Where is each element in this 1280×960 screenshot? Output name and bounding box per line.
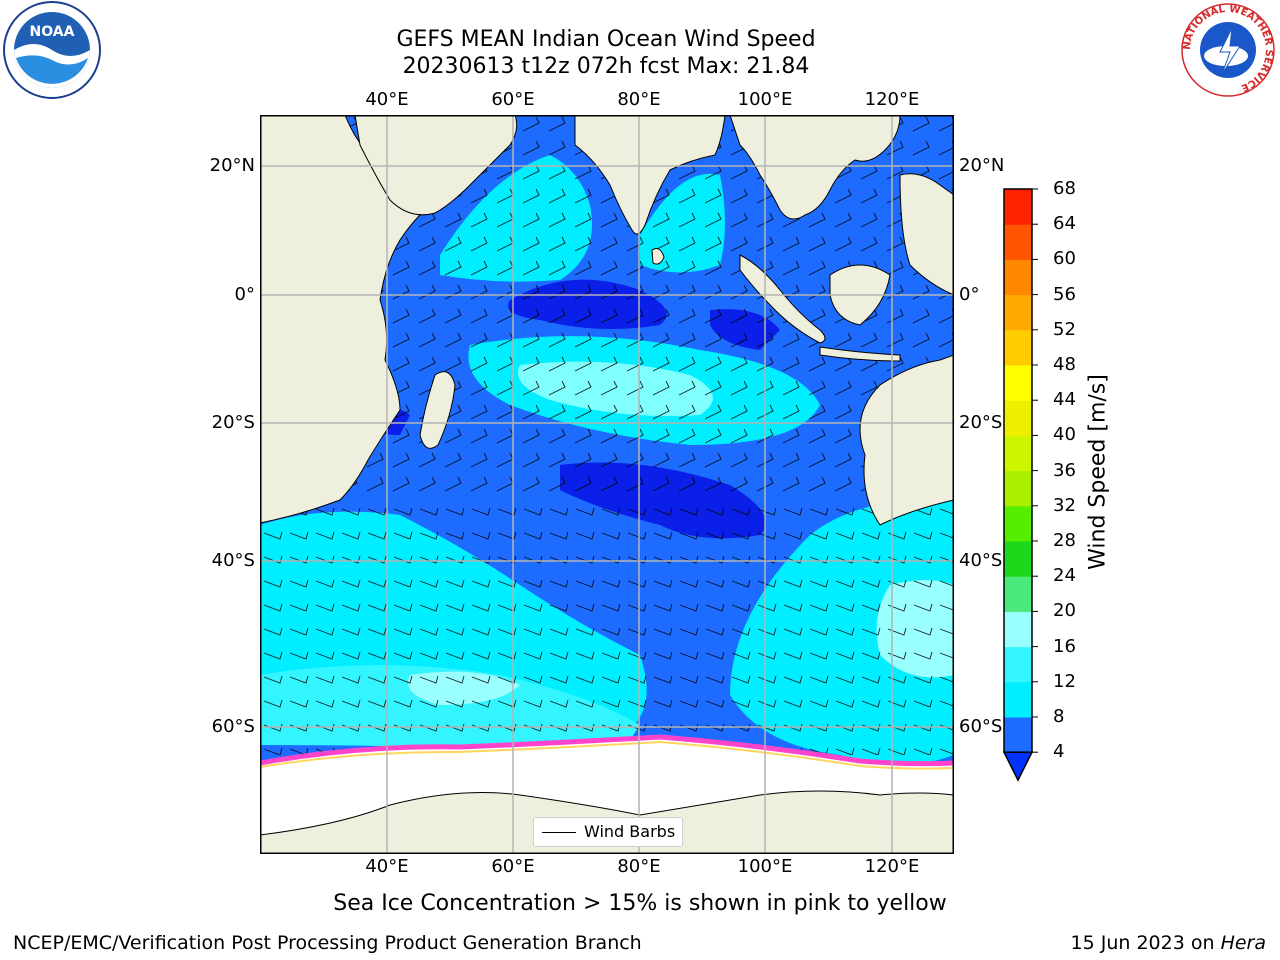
colorbar-extend-triangle <box>1002 751 1034 782</box>
right-tick-40s: 40°S <box>959 550 1003 571</box>
footer-date: 15 Jun 2023 on Hera <box>1071 932 1266 954</box>
left-tick-40s: 40°S <box>211 550 255 571</box>
footer-machine: Hera <box>1220 932 1266 954</box>
bottom-tick-100e: 100°E <box>737 856 793 877</box>
right-tick-0: 0° <box>959 284 980 305</box>
colorbar-tick-label: 52 <box>1053 318 1076 340</box>
colorbar-segment <box>1004 294 1032 331</box>
colorbar-tick-label: 36 <box>1053 459 1076 481</box>
land-australia <box>859 354 954 526</box>
land-java <box>819 346 901 362</box>
left-tick-20n: 20°N <box>209 155 255 176</box>
colorbar-segment <box>1004 189 1032 225</box>
footer-credit: NCEP/EMC/Verification Post Processing Pr… <box>13 932 642 954</box>
top-tick-60e: 60°E <box>491 89 535 110</box>
colorbar-tick-label: 48 <box>1053 354 1076 375</box>
colorbar <box>1002 188 1038 782</box>
graticule <box>260 115 954 854</box>
colorbar-segment <box>1004 717 1032 753</box>
right-tick-60s: 60°S <box>959 716 1003 737</box>
land-madagascar <box>419 371 456 449</box>
chart-title: GEFS MEAN Indian Ocean Wind Speed <box>396 27 816 52</box>
colorbar-segment <box>1004 470 1032 507</box>
colorbar-tick-label: 60 <box>1053 248 1076 270</box>
map-legend: Wind Barbs <box>533 817 683 847</box>
colorbar-segment <box>1004 259 1032 296</box>
land-india <box>574 115 726 235</box>
colorbar-tick-label: 68 <box>1053 178 1076 199</box>
colorbar-tick-label: 56 <box>1053 283 1076 305</box>
colorbar-tick-label: 12 <box>1053 670 1076 692</box>
top-tick-120e: 120°E <box>864 89 920 110</box>
colorbar-segment <box>1004 224 1032 260</box>
footer-date-text: 15 Jun 2023 on <box>1070 932 1221 954</box>
colorbar-segment <box>1004 400 1032 436</box>
wind-speed-map <box>260 115 954 854</box>
colorbar-segment <box>1004 576 1032 612</box>
land-east-islands <box>899 173 954 296</box>
colorbar-tick-label: 32 <box>1053 494 1076 516</box>
colorbar-segment <box>1004 646 1032 683</box>
bottom-tick-120e: 120°E <box>864 856 920 877</box>
top-tick-40e: 40°E <box>365 89 409 110</box>
bottom-tick-40e: 40°E <box>365 856 409 877</box>
legend-barb-line <box>542 832 576 833</box>
colorbar-tick-label: 20 <box>1053 600 1076 622</box>
colorbar-segment <box>1004 329 1032 366</box>
legend-label: Wind Barbs <box>584 822 676 841</box>
colorbar-segment <box>1004 681 1032 718</box>
bottom-tick-80e: 80°E <box>617 856 661 877</box>
nws-logo: NATIONAL WEATHER SERVICE <box>1176 0 1280 100</box>
colorbar-label: Wind Speed [m/s] <box>1085 374 1111 570</box>
noaa-logo: NOAA <box>0 0 104 104</box>
colorbar-tick-label: 8 <box>1053 706 1065 727</box>
colorbar-segment <box>1004 435 1032 472</box>
top-tick-80e: 80°E <box>617 89 661 110</box>
bottom-tick-60e: 60°E <box>491 856 535 877</box>
land-sumatra <box>739 254 826 344</box>
left-tick-20s: 20°S <box>211 412 255 433</box>
colorbar-tick-label: 28 <box>1053 530 1076 551</box>
land-sri-lanka <box>651 248 665 265</box>
noaa-logo-text: NOAA <box>30 24 75 40</box>
colorbar-segment <box>1004 505 1032 542</box>
right-tick-20s: 20°S <box>959 412 1003 433</box>
top-tick-100e: 100°E <box>737 89 793 110</box>
colorbar-tick-label: 44 <box>1053 389 1076 411</box>
colorbar-tick-label: 4 <box>1053 741 1065 763</box>
colorbar-tick-label: 64 <box>1053 213 1076 235</box>
left-tick-0: 0° <box>234 284 255 305</box>
chart-subtitle: 20230613 t12z 072h fcst Max: 21.84 <box>402 54 810 79</box>
wind-barbs-south <box>260 495 954 755</box>
sea-ice-note: Sea Ice Concentration > 15% is shown in … <box>333 891 947 916</box>
colorbar-segment <box>1004 611 1032 648</box>
colorbar-tick-label: 16 <box>1053 635 1076 657</box>
colorbar-tick-label: 40 <box>1053 424 1076 446</box>
map-frame <box>260 115 954 854</box>
colorbar-segment <box>1004 365 1032 401</box>
left-tick-60s: 60°S <box>211 716 255 737</box>
land-indochina <box>729 115 901 220</box>
colorbar-tick-label: 24 <box>1053 565 1076 587</box>
colorbar-segment <box>1004 541 1032 577</box>
right-tick-20n: 20°N <box>959 155 1005 176</box>
